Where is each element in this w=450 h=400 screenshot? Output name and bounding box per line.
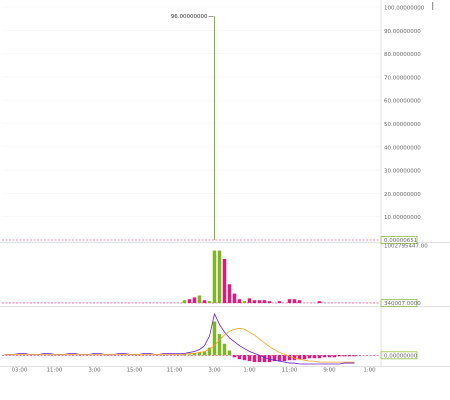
bar (287, 299, 292, 303)
histogram-bar (307, 355, 312, 359)
bar (202, 300, 207, 303)
histogram-bar (327, 355, 332, 358)
bar (297, 300, 302, 303)
x-tick-label: 11:00 (167, 368, 183, 374)
histogram-bar (222, 343, 227, 356)
x-tick-label: 11:00 (282, 368, 298, 374)
histogram-bar (292, 355, 297, 361)
price-badge (380, 351, 418, 360)
histogram-bar (192, 353, 197, 356)
x-tick-label: 03:00 (12, 368, 28, 374)
y-tick-label: 1002795447.00 (384, 244, 428, 250)
bar (237, 299, 242, 303)
histogram-bar (262, 355, 267, 363)
price-badge-label: 0.00000000 (384, 353, 418, 359)
histogram-bar (252, 355, 257, 363)
bar (267, 301, 272, 303)
bar (187, 299, 192, 303)
histogram-bar (317, 355, 322, 359)
bar (197, 295, 202, 303)
histogram-bar (212, 321, 217, 356)
bar (182, 300, 187, 303)
bar (227, 284, 232, 303)
histogram-bar (322, 355, 327, 358)
histogram-bar (232, 355, 237, 358)
histogram-bar (297, 355, 302, 360)
histogram-bar (337, 355, 342, 357)
x-tick-label: 3:00 (88, 368, 101, 374)
price-badge-label: 0.00000651 (384, 238, 417, 244)
y-tick-label: 90.00000000 (384, 29, 421, 35)
x-tick-label: 1:00 (243, 368, 256, 374)
histogram-bar (237, 355, 242, 360)
histogram-bar (187, 354, 192, 356)
x-tick-label: 1:00 (363, 368, 376, 374)
histogram-bar (277, 355, 282, 362)
indicator-line (4, 327, 355, 363)
histogram-bar (267, 355, 272, 363)
histogram-bar (207, 347, 212, 356)
bar (317, 301, 322, 303)
histogram-bar (272, 355, 277, 362)
histogram-bar (182, 354, 187, 356)
x-tick-label: 11:00 (47, 368, 63, 374)
x-tick-label: 9:00 (323, 368, 336, 374)
bar (214, 16, 215, 240)
bar (222, 259, 227, 303)
y-tick-label: 60.00000000 (384, 99, 421, 105)
price-badge (380, 236, 418, 244)
bar (242, 301, 247, 303)
x-tick-label: 3:00 (208, 368, 221, 374)
menu-icon[interactable] (432, 2, 434, 10)
histogram-bar (247, 355, 252, 362)
histogram-bar (287, 355, 292, 361)
histogram-bar (332, 355, 337, 358)
histogram-bar (202, 351, 207, 356)
bar (277, 301, 282, 303)
histogram-bar (347, 355, 352, 357)
bar (292, 299, 297, 303)
y-tick-label: 40.00000000 (384, 145, 421, 151)
bar (247, 298, 252, 303)
histogram-bar (352, 355, 357, 357)
bar (252, 300, 257, 303)
y-tick-label: 100.00000000 (384, 6, 425, 12)
y-tick-label: 70.00000000 (384, 75, 421, 81)
bar (262, 300, 267, 303)
annotation-label: 96.00000000 (171, 14, 208, 20)
histogram-bar (302, 355, 307, 360)
y-tick-label: 50.00000000 (384, 122, 421, 128)
bar (232, 293, 237, 303)
x-tick-label: 15:00 (127, 368, 143, 374)
histogram-bar (197, 352, 202, 356)
y-tick-label: 30.00000000 (384, 169, 421, 175)
histogram-bar (227, 350, 232, 356)
y-tick-label: 20.00000000 (384, 192, 421, 198)
price-badge-label: 340007.0000 (384, 301, 421, 307)
bar (192, 297, 197, 303)
histogram-bar (342, 355, 347, 357)
bar (207, 301, 212, 303)
histogram-bar (282, 355, 287, 362)
bar (212, 250, 217, 303)
y-tick-label: 80.00000000 (384, 52, 421, 58)
histogram-bar (242, 355, 247, 361)
y-tick-label: 10.00000000 (384, 215, 421, 221)
histogram-bar (217, 334, 222, 356)
histogram-bar (257, 355, 262, 363)
histogram-bar (312, 355, 317, 359)
bar (217, 250, 222, 303)
price-badge (380, 299, 418, 307)
bar (257, 300, 262, 303)
